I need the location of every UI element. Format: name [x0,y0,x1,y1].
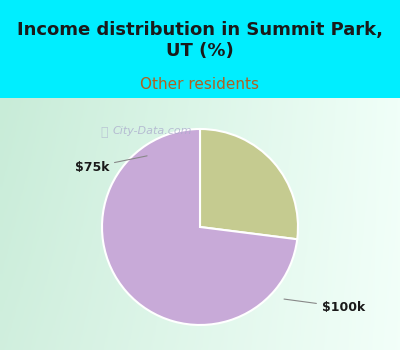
Text: ⓘ: ⓘ [100,126,108,139]
Wedge shape [102,129,297,325]
Text: Income distribution in Summit Park,
UT (%): Income distribution in Summit Park, UT (… [17,21,383,60]
Text: $100k: $100k [284,299,365,314]
Text: $75k: $75k [74,156,147,174]
Text: Other residents: Other residents [140,77,260,92]
Text: City-Data.com: City-Data.com [113,126,192,136]
Wedge shape [200,129,298,239]
